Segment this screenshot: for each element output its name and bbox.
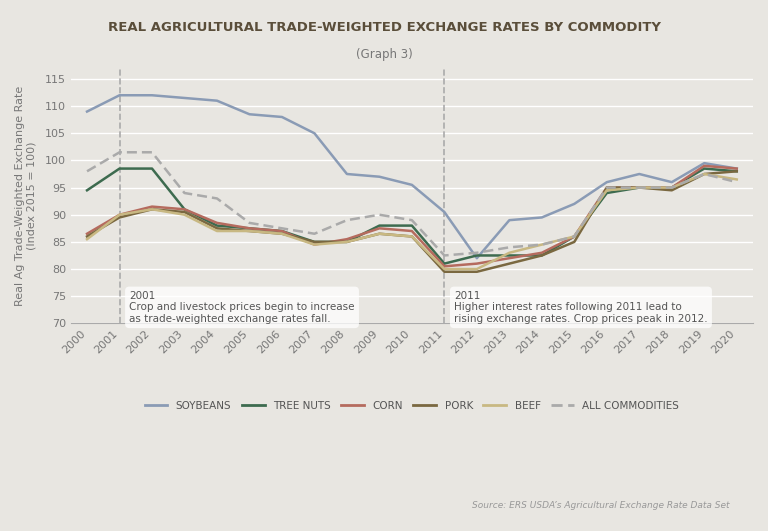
Text: (Graph 3): (Graph 3) (356, 48, 412, 61)
Text: REAL AGRICULTURAL TRADE-WEIGHTED EXCHANGE RATES BY COMMODITY: REAL AGRICULTURAL TRADE-WEIGHTED EXCHANG… (108, 21, 660, 34)
Y-axis label: Real Ag Trade-Weighted Exchange Rate
(Index 2015 = 100): Real Ag Trade-Weighted Exchange Rate (In… (15, 85, 37, 306)
Legend: SOYBEANS, TREE NUTS, CORN, PORK, BEEF, ALL COMMODITIES: SOYBEANS, TREE NUTS, CORN, PORK, BEEF, A… (141, 397, 684, 415)
Text: Source: ERS USDA’s Agricultural Exchange Rate Data Set: Source: ERS USDA’s Agricultural Exchange… (472, 501, 730, 510)
Text: 2011
Higher interest rates following 2011 lead to
rising exchange rates. Crop pr: 2011 Higher interest rates following 201… (454, 291, 708, 324)
Text: 2001
Crop and livestock prices begin to increase
as trade-weighted exchange rate: 2001 Crop and livestock prices begin to … (129, 291, 355, 324)
